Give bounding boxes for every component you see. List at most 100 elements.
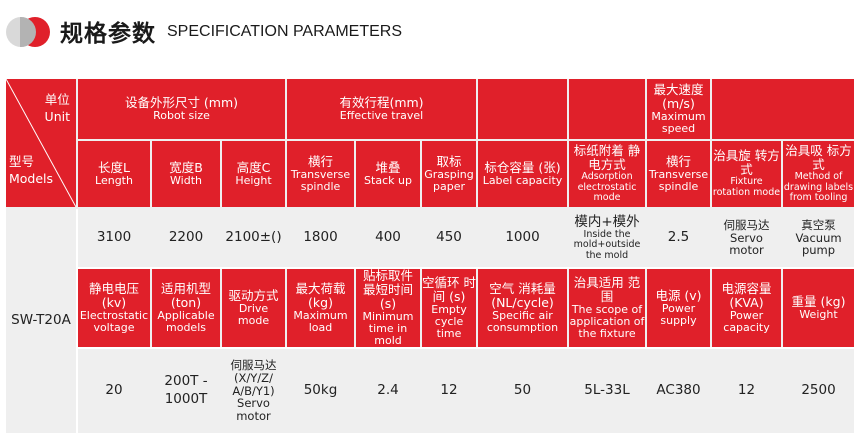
value-cycle-text: 12 bbox=[440, 382, 458, 399]
value-scope: 5L-33L bbox=[569, 349, 645, 433]
value-width-text: 2200 bbox=[168, 229, 204, 246]
group-travel: 有效行程(mm) Effective travel bbox=[287, 79, 476, 139]
header-stack-en: Stack up bbox=[364, 173, 412, 187]
value-drive-en: Servo motor bbox=[236, 396, 271, 424]
header-height: 高度C Height bbox=[222, 141, 285, 207]
unit-label-en: Unit bbox=[44, 108, 70, 124]
header-stack: 堆叠 Stack up bbox=[356, 141, 420, 207]
value-adsorption: 模内+模外 Inside the mold+outside the mold bbox=[569, 209, 645, 267]
header-height-en: Height bbox=[235, 173, 272, 187]
header-power: 电源 (v) Power supply bbox=[647, 269, 710, 347]
header-voltage: 静电电压 (kv) Electrostatic voltage bbox=[78, 269, 150, 347]
header-min-time-en: Minimum time in mold bbox=[362, 309, 414, 347]
value-speed-text: 2.5 bbox=[667, 229, 690, 246]
header-weight-cn: 重量 (kg) bbox=[791, 293, 846, 309]
header-load-en: Maximum load bbox=[293, 308, 348, 334]
header-stack-cn: 堆叠 bbox=[375, 159, 401, 175]
header-drive-en: Drive mode bbox=[237, 301, 270, 327]
model-label-en: Models bbox=[9, 170, 54, 186]
header-drawing-method-cn: 治具吸 标方式 bbox=[785, 143, 852, 173]
header-scope: 治具适用 范围 The scope of application of the … bbox=[569, 269, 645, 347]
value-transverse: 1800 bbox=[287, 209, 354, 267]
value-load: 50kg bbox=[287, 349, 354, 433]
header-voltage-en: Electrostatic voltage bbox=[79, 308, 149, 334]
value-drive: 伺服马达 (X/Y/Z/ A/B/Y1) Servo motor bbox=[222, 349, 285, 433]
header-models-en: Applicable models bbox=[157, 308, 215, 334]
value-capacity-text: 12 bbox=[737, 382, 756, 399]
value-capacity: 12 bbox=[712, 349, 781, 433]
header-power-cn: 电源 (v) bbox=[655, 287, 702, 303]
value-power: AC380 bbox=[647, 349, 710, 433]
header-scope-en: The scope of application of the fixture bbox=[569, 302, 645, 341]
value-load-text: 50kg bbox=[303, 382, 338, 399]
value-speed: 2.5 bbox=[647, 209, 710, 267]
value-weight-text: 2500 bbox=[801, 382, 836, 399]
header-power-en: Power supply bbox=[660, 301, 697, 327]
value-label-capacity: 1000 bbox=[478, 209, 567, 267]
header-capacity-cn: 电源容量 (KVA) bbox=[721, 280, 772, 310]
header-length-en: Length bbox=[95, 173, 133, 187]
group-blank-1 bbox=[478, 79, 567, 139]
value-air: 50 bbox=[478, 349, 567, 433]
group-robot-size-cn: 设备外形尺寸 (mm) bbox=[124, 94, 239, 110]
header-min-time: 贴标取件 最短时间 (s) Minimum time in mold bbox=[356, 269, 420, 347]
value-length: 3100 bbox=[78, 209, 150, 267]
header-drawing-method-en: Method of drawing labels from tooling bbox=[783, 171, 854, 204]
value-voltage: 20 bbox=[78, 349, 150, 433]
brand-circles-icon bbox=[6, 17, 50, 47]
value-min-time: 2.4 bbox=[356, 349, 420, 433]
header-air: 空气 消耗量 (NL/cycle) Specific air consumpti… bbox=[478, 269, 567, 347]
header-adsorption: 标纸附着 静电方式 Adsorption electrostatic mode bbox=[569, 141, 645, 207]
value-transverse-text: 1800 bbox=[303, 229, 338, 246]
group-blank-3 bbox=[712, 79, 854, 139]
header-height-cn: 高度C bbox=[236, 159, 271, 175]
value-drawing-cn: 真空泵 bbox=[801, 217, 836, 232]
header-length-cn: 长度L bbox=[98, 159, 130, 175]
header-transverse-cn: 横行 bbox=[307, 153, 333, 169]
header-models-cn: 适用机型 (ton) bbox=[160, 280, 211, 310]
header-speed-transverse-en: Transverse spindle bbox=[648, 167, 709, 193]
value-drawing-en: Vacuum pump bbox=[795, 230, 842, 258]
header-speed-transverse: 横行 Transverse spindle bbox=[647, 141, 710, 207]
header-air-cn: 空气 消耗量 (NL/cycle) bbox=[489, 280, 556, 310]
header-cycle: 空循环 时间 (s) Empty cycle time bbox=[422, 269, 476, 347]
header-width-en: Width bbox=[170, 173, 202, 187]
value-fixture-rotation: 伺服马达 Servo motor bbox=[712, 209, 781, 267]
header-cycle-cn: 空循环 时间 (s) bbox=[422, 274, 476, 304]
header-cycle-en: Empty cycle time bbox=[431, 302, 467, 341]
header-min-time-cn: 贴标取件 最短时间 (s) bbox=[362, 269, 413, 311]
header-fixture-rotation-en: Fixture rotation mode bbox=[712, 176, 781, 198]
value-drawing-method: 真空泵 Vacuum pump bbox=[783, 209, 854, 267]
header-label-capacity-cn: 标仓容量 (张) bbox=[484, 159, 561, 175]
value-weight: 2500 bbox=[783, 349, 854, 433]
value-models-text: 200T - 1000T bbox=[164, 373, 208, 407]
header-fixture-rotation-cn: 治具旋 转方式 bbox=[713, 148, 780, 178]
value-grasp: 450 bbox=[422, 209, 476, 267]
header-grasp-en: Grasping paper bbox=[424, 167, 474, 193]
group-robot-size-en: Robot size bbox=[153, 108, 210, 122]
value-grasp-text: 450 bbox=[436, 229, 462, 246]
header-width: 宽度B Width bbox=[152, 141, 220, 207]
header-drive-cn: 驱动方式 bbox=[228, 287, 279, 303]
header-load: 最大荷载 (kg) Maximum load bbox=[287, 269, 354, 347]
header-fixture-rotation: 治具旋 转方式 Fixture rotation mode bbox=[712, 141, 781, 207]
value-power-text: AC380 bbox=[656, 382, 701, 399]
model-cell: SW-T20A bbox=[6, 209, 76, 433]
model-label-cn: 型号 bbox=[9, 154, 35, 169]
grid-line bbox=[78, 267, 854, 269]
grid-line bbox=[78, 347, 854, 349]
value-fixture-en: Servo motor bbox=[729, 230, 764, 258]
value-min-time-text: 2.4 bbox=[377, 382, 399, 399]
header-models: 适用机型 (ton) Applicable models bbox=[152, 269, 220, 347]
header-scope-cn: 治具适用 范围 bbox=[573, 274, 641, 304]
header-grasp: 取标 Grasping paper bbox=[422, 141, 476, 207]
value-models: 200T - 1000T bbox=[152, 349, 220, 433]
header-transverse: 横行 Transverse spindle bbox=[287, 141, 354, 207]
unit-label-cn: 单位 bbox=[44, 92, 70, 107]
group-speed: 最大速度 (m/s) Maximum speed bbox=[647, 79, 710, 139]
value-scope-text: 5L-33L bbox=[584, 382, 630, 399]
page-title-en: SPECIFICATION PARAMETERS bbox=[167, 23, 402, 40]
group-robot-size: 设备外形尺寸 (mm) Robot size bbox=[78, 79, 285, 139]
group-speed-cn: 最大速度 (m/s) bbox=[653, 81, 704, 111]
value-adsorption-cn: 模内+模外 bbox=[574, 213, 640, 230]
